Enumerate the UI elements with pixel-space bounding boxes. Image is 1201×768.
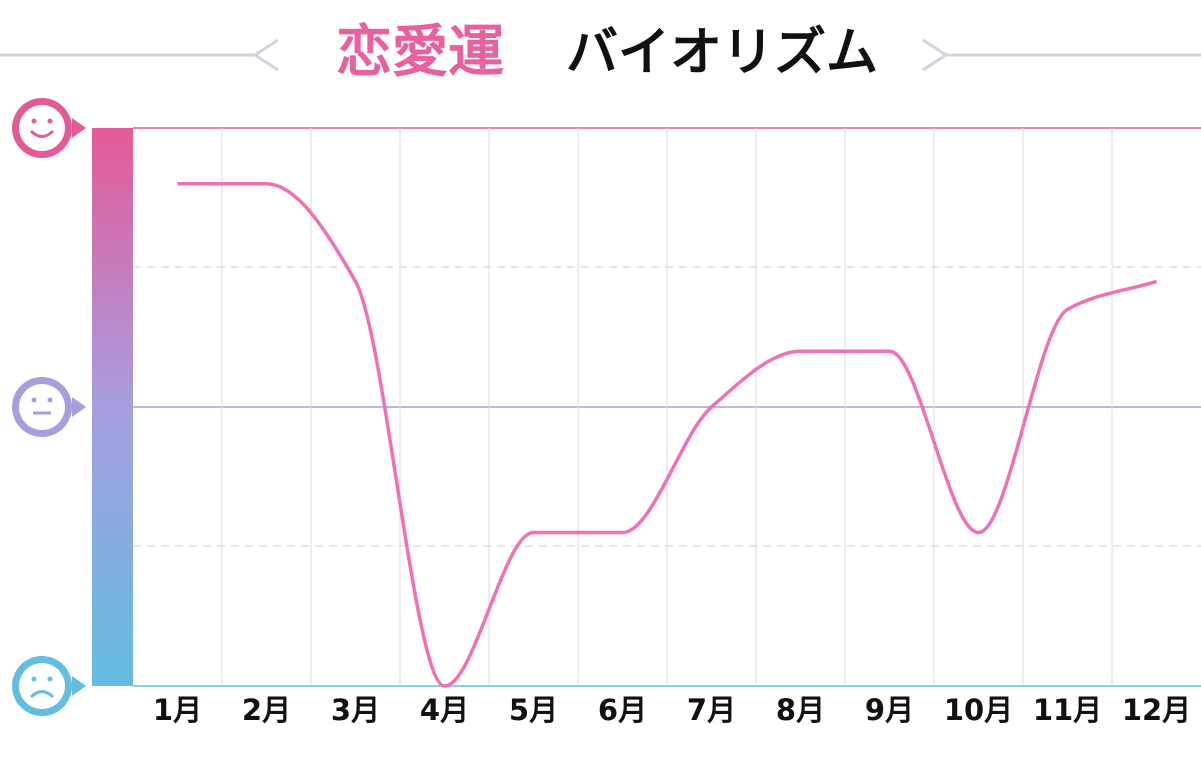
x-tick-label: 4月 — [420, 693, 469, 727]
column-lines — [221, 128, 1113, 686]
x-tick-label: 1月 — [153, 693, 202, 727]
chart-title: 恋愛運 — [336, 20, 504, 85]
face-happy — [12, 98, 86, 158]
face-neutral — [12, 377, 86, 437]
face-sad — [12, 656, 86, 716]
scale-bar — [92, 128, 133, 686]
x-tick-label: 12月 — [1122, 693, 1191, 727]
chart-subtitle: バイオリズム — [566, 23, 878, 83]
x-tick-label: 10月 — [944, 693, 1013, 727]
x-tick-label: 6月 — [598, 693, 647, 727]
line — [177, 182, 1158, 688]
x-tick-label: 3月 — [331, 693, 380, 727]
x-tick-label: 9月 — [865, 693, 914, 727]
title-decoration — [0, 38, 1201, 72]
x-tick-label: 11月 — [1033, 693, 1102, 727]
x-tick-label: 5月 — [509, 693, 558, 727]
x-tick-label: 8月 — [776, 693, 825, 727]
x-tick-label: 2月 — [242, 693, 291, 727]
x-tick-label: 7月 — [687, 693, 736, 727]
